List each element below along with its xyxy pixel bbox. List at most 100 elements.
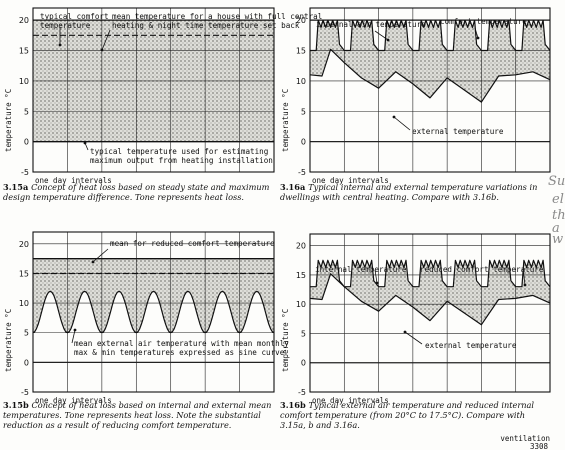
margin-handwriting: el [552,192,564,207]
heat-loss-shading [310,20,550,103]
annotation-text: temperature [40,21,91,30]
y-tick-label: -5 [298,388,306,397]
y-tick-label: 10 [19,299,29,308]
annotation-text: internal air temperature [316,20,426,29]
caption-line: Typical internal and external temperatur… [308,182,537,192]
figure-caption: 3.16a Typical internal and external temp… [280,182,537,192]
margin-handwriting: th [552,208,565,223]
heat-loss-shading [310,260,550,325]
footer-section-label: ventilation [500,434,550,443]
y-axis-label: temperature °C [4,89,13,152]
caption-line: design temperature difference. Tone repr… [3,192,244,202]
annotation-leader [404,331,423,345]
plot-frame [32,231,275,393]
y-axis-label: temperature °C [281,89,290,152]
external-temperature-line [32,290,275,334]
caption-line: Concept of heat loss based on internal a… [32,400,272,410]
annotation-arrowhead [375,281,379,285]
y-tick-label: 15 [296,47,306,56]
annotation-text: heating & night time temperature set bac… [112,21,300,30]
annotation-text: comfort temperature [440,17,527,26]
annotation-leader [374,269,378,284]
y-tick-label: 20 [19,16,29,25]
y-tick-label: 15 [296,271,306,280]
y-tick-label: 5 [24,329,29,338]
margin-handwriting: a [552,221,560,236]
y-tick-label: 10 [19,77,29,86]
y-tick-label: 10 [296,77,306,86]
annotation-arrowhead [58,43,62,47]
chart-3.16a: -5 0 5 10 15 20 temperature °C one day interval… [280,7,551,202]
chart-3.16b: -5 0 5 10 15 20 temperature °C one day interval… [280,233,551,430]
y-tick-label: 10 [296,300,306,309]
annotation-leader [71,329,76,344]
internal-temperature-line [310,259,551,288]
y-tick-label: 0 [301,138,306,147]
annotation-arrowhead [100,48,104,52]
plot-frame [32,7,275,173]
y-tick-label: 5 [301,107,306,116]
annotation-leader [101,29,111,51]
x-axis-label: one day intervals [35,176,112,185]
annotation-leader [474,27,479,39]
annotation-text: maximum output from heating installation [90,156,273,165]
chart-3.15b: -5 0 5 10 15 20 temperature °C one day interval… [3,231,289,430]
y-tick-label: 5 [301,329,306,338]
plot-frame [309,7,551,173]
annotation-text: external temperature [425,341,517,350]
annotation-leader [522,267,526,286]
y-axis-label: temperature °C [281,309,290,372]
annotation-leader [92,248,109,263]
margin-handwriting: Su [548,174,565,189]
external-temperature-line [309,48,551,103]
y-tick-label: 0 [301,359,306,368]
footer-page-number: 3308 [530,442,549,450]
annotation-text: mean for reduced comfort temperature [110,239,275,248]
annotation-text: reduced comfort temperature [420,265,544,274]
annotation-arrowhead [73,328,77,332]
annotation-arrowhead [392,115,396,119]
annotation-arrowhead [403,330,407,334]
plot-frame [309,233,551,393]
annotation-arrowhead [523,283,527,287]
annotation-text: max & min temperatures expressed as sine… [74,348,285,357]
annotation-arrowhead [386,38,390,42]
y-tick-label: 15 [19,47,29,56]
figure-number: 3.15a [3,182,31,192]
caption-line: temperatures. Tone represents heat loss.… [3,410,261,420]
y-tick-label: 15 [19,269,29,278]
caption-line: comfort temperature (from 20°C to 17.5°C… [280,410,525,420]
annotation-arrowhead [83,141,87,145]
caption-line: reduction as a result of reducing comfor… [3,420,231,430]
y-tick-label: 5 [24,107,29,116]
caption-line: 3.15a, b and 3.16a. [280,420,360,430]
figure-caption: 3.16b Typical external air temperature a… [280,400,534,410]
annotation-text: typical temperature used for estimating [90,147,268,156]
x-axis-label: one day intervals [35,396,112,405]
annotation-leader [374,30,389,41]
y-axis-label: temperature °C [4,309,13,372]
annotation-arrowhead [91,260,95,264]
x-axis-label: one day intervals [312,176,389,185]
y-tick-label: 0 [24,138,29,147]
y-tick-label: 0 [24,358,29,367]
figure-caption: 3.15b Concept of heat loss based on inte… [3,400,271,410]
figure-number: 3.15b [3,400,32,410]
heat-loss-shading [33,258,274,333]
annotation-text: mean external air temperature with mean … [74,339,289,348]
annotation-text: external temperature [412,127,504,136]
figure-number: 3.16b [280,400,309,410]
y-tick-label: -5 [21,168,29,177]
caption-line: dwellings with central heating. Compare … [280,192,499,202]
x-axis-label: one day intervals [312,396,389,405]
caption-line: Concept of heat loss based on steady sta… [31,182,270,192]
annotation-leader [393,116,411,131]
y-tick-label: 20 [19,240,29,249]
chart-3.15a: -5 0 5 10 15 20 temperature °C one day interval… [3,7,322,202]
annotation-arrowhead [476,36,480,40]
y-tick-label: -5 [298,168,306,177]
y-tick-label: 20 [296,16,306,25]
external-temperature-line [309,273,551,326]
annotation-text: mean temperature for a house with full c… [112,12,322,21]
